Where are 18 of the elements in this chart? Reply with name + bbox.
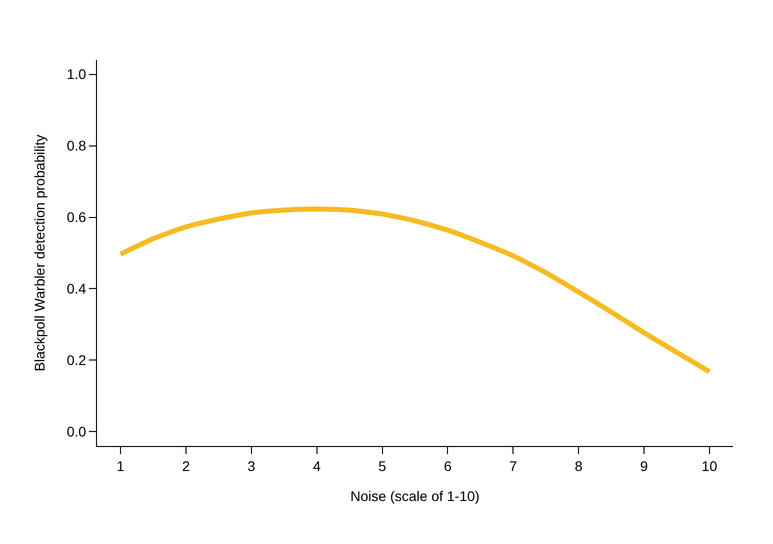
y-axis-title: Blackpoll Warbler detection probability (31, 134, 48, 372)
x-tick-label: 3 (248, 458, 256, 474)
x-tick-label: 6 (444, 458, 452, 474)
y-tick-label: 0.4 (66, 280, 86, 297)
y-tick-label: 0.6 (66, 209, 86, 226)
x-tick-label: 10 (702, 458, 718, 474)
x-tick-label: 5 (378, 458, 386, 474)
x-tick-label: 9 (640, 458, 648, 474)
x-tick-label: 4 (312, 458, 321, 474)
x-tick-label: 7 (509, 458, 518, 474)
x-tick-label: 2 (182, 458, 190, 474)
x-tick-label: 8 (574, 458, 583, 474)
y-tick-label: 0.2 (66, 352, 86, 368)
y-tick-label: 0.8 (66, 138, 86, 154)
x-axis-title: Noise (scale of 1-10) (350, 488, 480, 504)
y-tick-label: 1.0 (66, 66, 86, 82)
x-tick-label: 1 (116, 458, 125, 474)
y-tick-label: 0.0 (66, 424, 86, 440)
